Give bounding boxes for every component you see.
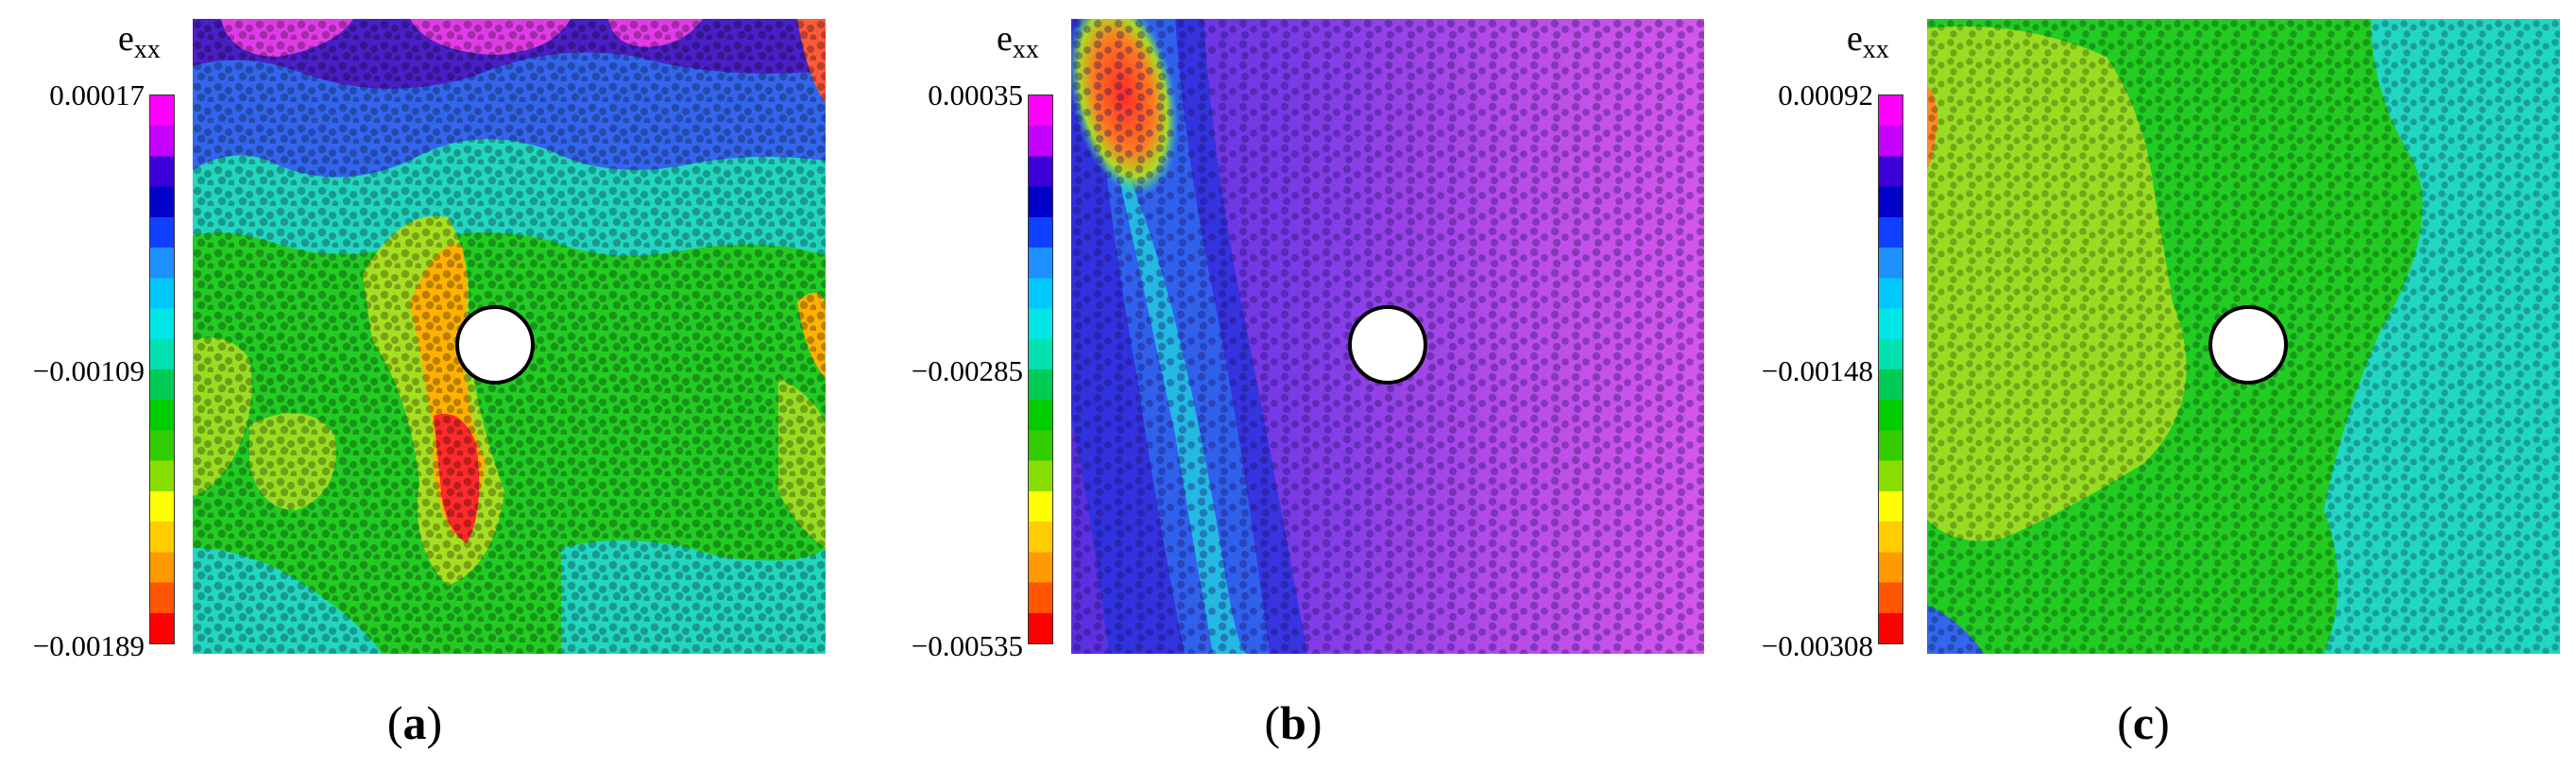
strain-symbol: exx bbox=[118, 19, 161, 64]
panel-a: exx 0.00017 −0.00109 −0.00189 bbox=[0, 0, 859, 770]
hole-marker bbox=[2209, 305, 2288, 385]
colorbar-min-label: −0.00535 bbox=[911, 629, 1023, 662]
strain-field-image bbox=[1927, 19, 2560, 654]
strain-symbol: exx bbox=[997, 19, 1039, 64]
strain-field-image bbox=[193, 19, 826, 654]
panel-caption-b: (b) bbox=[1264, 696, 1322, 749]
hole-marker bbox=[455, 305, 535, 385]
colorbar-min-label: −0.00308 bbox=[1761, 629, 1873, 662]
panel-caption-a: (a) bbox=[386, 696, 443, 749]
panel-c: exx 0.00092 −0.00148 −0.00308 (c) bbox=[1729, 0, 2576, 770]
colorbar bbox=[1878, 94, 1903, 644]
strain-field-image bbox=[1071, 19, 1704, 654]
colorbar-max-label: 0.00035 bbox=[928, 78, 1023, 111]
colorbar-max-label: 0.00092 bbox=[1778, 78, 1873, 111]
panel-caption-c: (c) bbox=[2117, 696, 2170, 749]
colorbar-mid-label: −0.00109 bbox=[32, 354, 145, 387]
colorbar-min-label: −0.00189 bbox=[32, 629, 145, 662]
colorbar-max-label: 0.00017 bbox=[49, 78, 145, 111]
hole-marker bbox=[1348, 305, 1427, 385]
colorbar bbox=[149, 94, 175, 644]
strain-symbol: exx bbox=[1847, 19, 1889, 64]
panel-b: exx 0.00035 −0.00285 −0.00535 bbox=[879, 0, 1737, 770]
colorbar-mid-label: −0.00148 bbox=[1761, 354, 1873, 387]
colorbar bbox=[1028, 94, 1053, 644]
colorbar-mid-label: −0.00285 bbox=[911, 354, 1023, 387]
